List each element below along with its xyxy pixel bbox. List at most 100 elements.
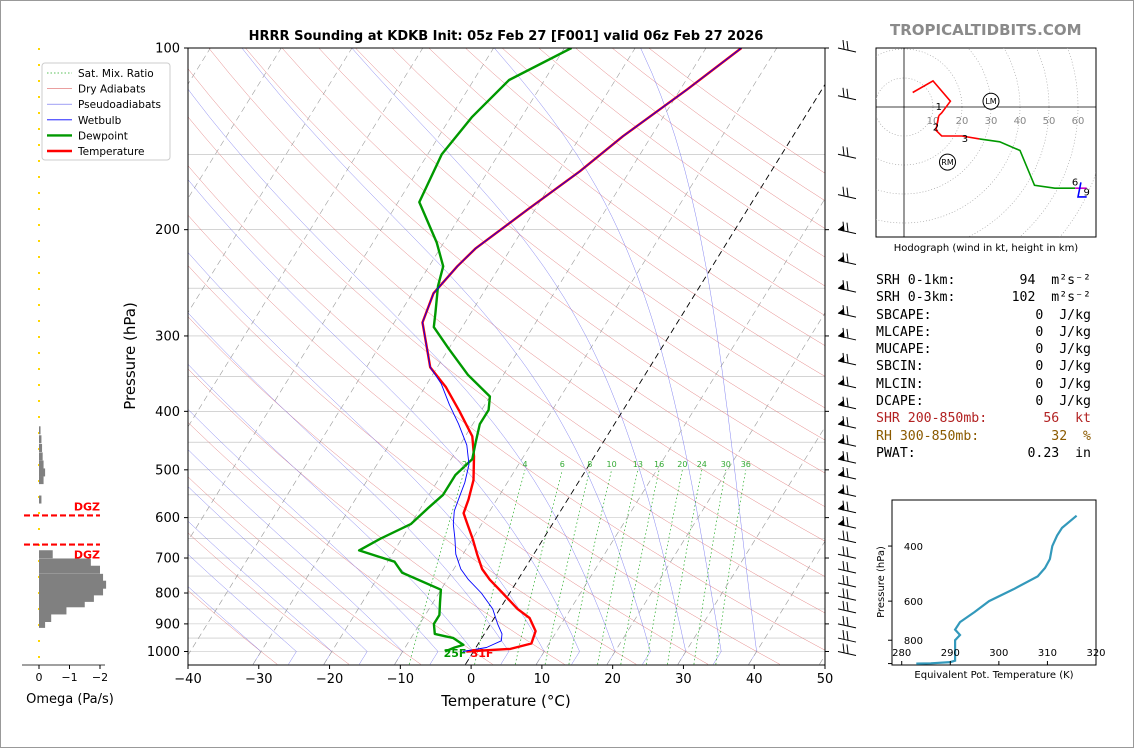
isotherm <box>677 426 825 665</box>
wind-barb-feather <box>846 88 849 98</box>
x-tick-label: 40 <box>746 672 763 687</box>
index-number: 0 <box>1035 376 1044 392</box>
index-number: 102 <box>1011 290 1036 306</box>
x-tick-label: −40 <box>174 672 201 687</box>
series-wetbulb <box>422 48 742 652</box>
x-tick-label: −10 <box>387 672 414 687</box>
index-value: 102 m²s⁻² <box>1012 289 1091 306</box>
mixing-ratio-label: 2 <box>462 460 467 469</box>
isotherm <box>252 48 636 665</box>
dry-adiabat <box>188 165 825 651</box>
x-tick-label: −20 <box>316 672 343 687</box>
mixing-ratio-line <box>667 469 703 665</box>
zero-isotherm <box>465 83 825 665</box>
chart-title: HRRR Sounding at KDKB Init: 05z Feb 27 [… <box>249 29 764 44</box>
index-value: 0 J/kg <box>1035 341 1091 358</box>
wind-barb-feather <box>842 252 845 262</box>
legend: Sat. Mix. Ratio Dry Adiabats Pseudoadiabat… <box>41 62 171 161</box>
wind-barb-feather <box>846 222 849 232</box>
wind-barb-feather <box>842 375 845 385</box>
mixing-ratio-line <box>544 469 591 665</box>
dry-adiabat <box>465 48 825 316</box>
index-value: 0 J/kg <box>1035 324 1091 341</box>
indices-panel: SRH 0-1km: 94 m²s⁻² SRH 0-3km: 102 m²s⁻² SBC… <box>876 272 1091 462</box>
y-tick-label: 900 <box>155 617 180 632</box>
hodograph-trace <box>912 79 952 117</box>
moist-adiabat <box>188 363 474 665</box>
mixing-ratio-label: 24 <box>697 460 707 469</box>
index-row: MUCAPE: 0 J/kg <box>876 341 1091 358</box>
dry-adiabat <box>281 48 825 474</box>
wind-barb-staff <box>837 194 857 200</box>
wind-barb-feather <box>846 531 849 541</box>
index-unit: % <box>1075 428 1091 444</box>
index-value: 0 J/kg <box>1035 376 1091 393</box>
omega-bar <box>39 443 43 452</box>
wind-barb-feather <box>846 501 849 511</box>
wind-barb-feather <box>842 396 845 406</box>
y-tick-label: 600 <box>155 511 180 526</box>
mixing-ratio-line <box>568 469 612 665</box>
wind-barb-feather <box>842 500 845 510</box>
site-watermark: TROPICALTIDBITS.COM <box>890 21 1082 39</box>
index-row: MLCAPE: 0 J/kg <box>876 324 1091 341</box>
wind-barb-staff <box>837 595 857 601</box>
wind-barb-feather <box>846 187 849 197</box>
index-label: SRH 0-3km: <box>876 290 956 306</box>
y-tick-label: 300 <box>155 329 180 344</box>
wind-barb-feather <box>842 643 845 653</box>
wind-barb-feather <box>846 561 849 572</box>
dgz-label: DGZ <box>74 500 100 513</box>
wind-barb-feather <box>842 560 845 571</box>
dry-adiabat <box>318 48 825 441</box>
index-label: SRH 0-1km: <box>876 273 956 288</box>
y-tick-label: 100 <box>155 42 180 57</box>
moist-adiabat <box>188 179 580 665</box>
dry-adiabat <box>428 48 825 346</box>
series-temperature <box>421 48 743 653</box>
index-label: SHR 200-850mb: <box>876 411 988 427</box>
theta-e-y-tick-label: 400 <box>904 542 923 553</box>
index-number: 0.23 <box>1027 445 1060 461</box>
wind-barb-feather <box>846 147 849 157</box>
wind-barb-feather <box>842 280 845 290</box>
theta-e-x-tick-label: 310 <box>1038 648 1057 659</box>
y-tick-label: 400 <box>155 405 180 420</box>
hodograph-trace <box>979 138 1076 189</box>
legend-entry: Temperature <box>77 146 145 158</box>
index-value: 0.23 in <box>1027 445 1091 462</box>
wind-barb-flag <box>838 519 844 527</box>
theta-e-x-tick-label: 280 <box>892 648 911 659</box>
hodograph-ring-label: 60 <box>1072 116 1085 127</box>
index-unit: J/kg <box>1051 376 1091 392</box>
dry-adiabat <box>188 368 565 665</box>
skewt-profiles: 25F 31F <box>357 48 743 660</box>
index-value: 32 % <box>1051 428 1091 445</box>
theta-e-line <box>916 514 1078 665</box>
skewt-axes-frame <box>187 47 826 666</box>
wind-barb-feather <box>842 327 845 337</box>
omega-bar <box>39 580 107 589</box>
omega-bar <box>39 573 104 582</box>
isotherm <box>606 312 825 665</box>
x-tick-label: 50 <box>817 672 834 687</box>
index-number: 0 <box>1035 307 1044 323</box>
legend-entry: Sat. Mix. Ratio <box>78 68 154 80</box>
index-row: SBCIN: 0 J/kg <box>876 358 1091 375</box>
wind-barb-feather <box>846 517 849 527</box>
wind-barb-staff <box>837 582 857 588</box>
wind-barb-flag <box>838 255 844 263</box>
wind-barb-feather <box>842 186 845 196</box>
x-tick-label: 10 <box>534 672 551 687</box>
moist-adiabat <box>241 48 651 665</box>
index-number: 0 <box>1035 359 1044 375</box>
theta-e-x-tick-label: 320 <box>1086 648 1105 659</box>
wind-barb-feather <box>842 87 845 97</box>
omega-bar <box>39 452 43 461</box>
hodograph-ring-label: 50 <box>1043 116 1056 127</box>
wind-barb-feather <box>842 588 845 598</box>
wind-barb-feather <box>846 253 849 263</box>
wind-barb-feather <box>846 281 849 291</box>
omega-bar <box>39 593 94 602</box>
